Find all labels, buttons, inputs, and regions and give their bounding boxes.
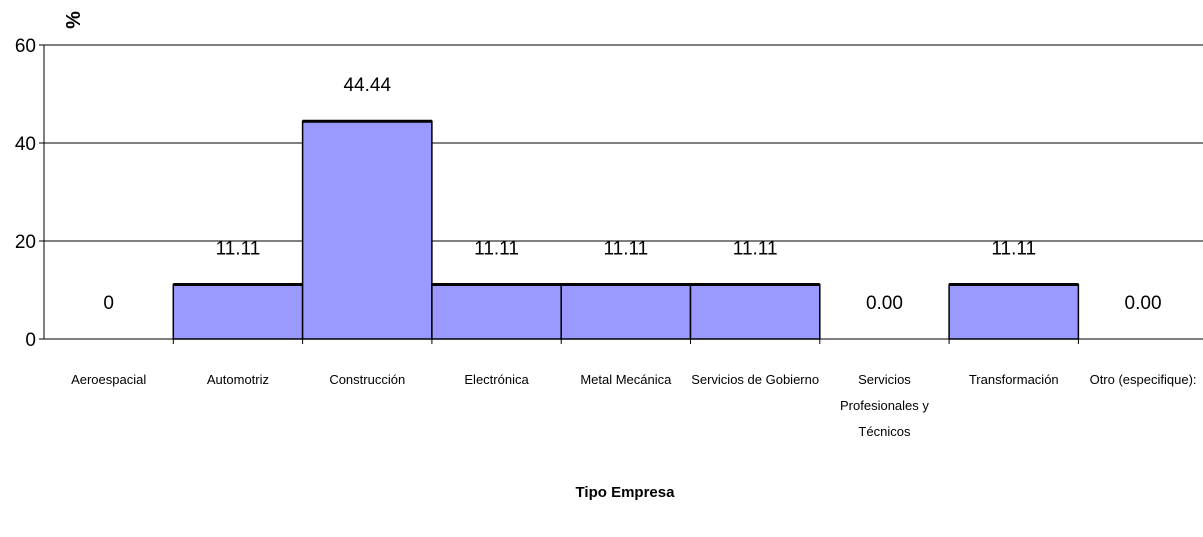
category-label: Metal Mecánica xyxy=(580,372,672,387)
y-tick-label: 0 xyxy=(25,330,36,351)
category-label: Construcción xyxy=(329,372,405,387)
data-label: 0 xyxy=(103,293,114,314)
data-labels: 0 11.11 44.44 11.11 11.11 11.11 0.00 11.11 0.00 xyxy=(103,75,1161,314)
category-label: Servicios xyxy=(858,372,911,387)
category-label: Técnicos xyxy=(858,424,911,439)
data-label: 11.11 xyxy=(603,239,648,260)
category-label: Servicios de Gobierno xyxy=(691,372,819,387)
category-label: Automotriz xyxy=(207,372,269,387)
bar xyxy=(431,283,562,340)
data-label: 11.11 xyxy=(216,239,261,260)
y-axis-label: % xyxy=(63,11,85,29)
category-label: Electrónica xyxy=(464,372,529,387)
data-label: 0.00 xyxy=(1125,293,1162,314)
category-label: Transformación xyxy=(969,372,1059,387)
bar xyxy=(172,283,304,340)
y-tick-label: 40 xyxy=(15,134,36,155)
y-tick-label: 60 xyxy=(15,36,36,57)
x-axis-label: Tipo Empresa xyxy=(576,484,676,501)
bar xyxy=(301,120,433,340)
bar xyxy=(689,283,821,340)
y-tick-label: 20 xyxy=(15,232,36,253)
bar xyxy=(560,283,692,340)
data-label: 11.11 xyxy=(991,239,1036,260)
data-label: 0.00 xyxy=(866,293,903,314)
category-labels: Aeroespacial Automotriz Construcción Electr… xyxy=(71,372,1196,439)
gridlines xyxy=(44,44,1203,242)
bars xyxy=(172,119,1080,340)
category-label: Otro (especifique): xyxy=(1090,372,1197,387)
bar xyxy=(948,283,1080,340)
data-label: 11.11 xyxy=(733,239,778,260)
category-label: Aeroespacial xyxy=(71,372,146,387)
category-label: Profesionales y xyxy=(840,398,929,413)
data-label: 44.44 xyxy=(343,75,391,96)
axes: 0 20 40 60 xyxy=(15,36,1203,351)
data-label: 11.11 xyxy=(474,239,519,260)
